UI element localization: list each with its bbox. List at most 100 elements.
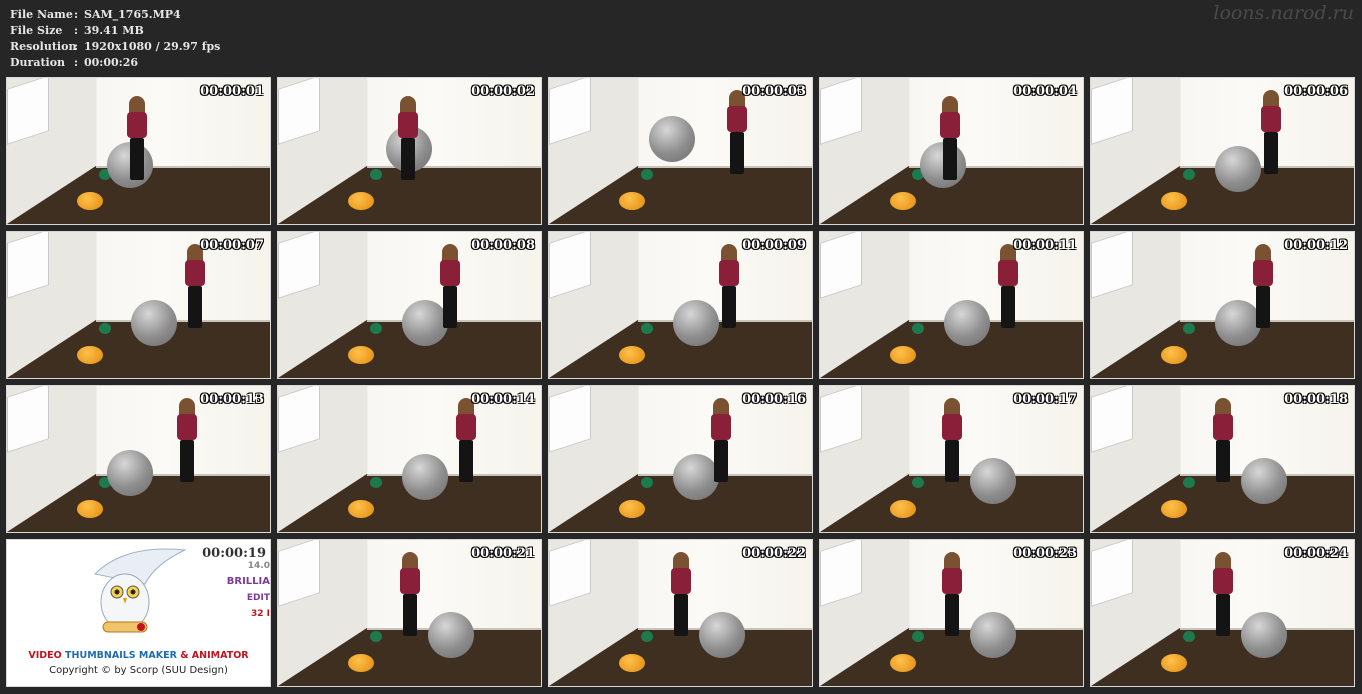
info-key: File Size [10, 24, 63, 37]
video-frame [549, 78, 812, 224]
ad-title-part: THUMBNAILS MAKER [65, 650, 177, 661]
orange-balloon [619, 654, 645, 672]
ad-title: VIDEO THUMBNAILS MAKER & ANIMATOR [7, 650, 270, 661]
timecode: 00:00:09 [742, 238, 806, 253]
video-thumbnail[interactable]: 00:00:23 [819, 539, 1084, 687]
ad-title-part: VIDEO [28, 650, 66, 661]
orange-balloon [348, 500, 374, 518]
timecode: 00:00:12 [1284, 238, 1348, 253]
video-frame [549, 540, 812, 686]
person [183, 244, 207, 330]
watermark: loons.narod.ru [1213, 2, 1354, 24]
video-thumbnail[interactable]: 00:00:14 [277, 385, 542, 533]
video-thumbnail[interactable]: 00:00:04 [819, 77, 1084, 225]
green-balloon [370, 169, 382, 180]
green-balloon [912, 631, 924, 642]
video-frame [820, 232, 1083, 378]
video-frame [7, 386, 270, 532]
video-thumbnail[interactable]: 00:00:01 [6, 77, 271, 225]
green-balloon [912, 477, 924, 488]
green-balloon [641, 477, 653, 488]
video-thumbnail[interactable]: 00:00:08 [277, 231, 542, 379]
info-key: Resolution [10, 40, 77, 53]
timecode: 00:00:13 [200, 392, 264, 407]
video-thumbnail[interactable]: 00:00:06 [1090, 77, 1355, 225]
person [1211, 398, 1235, 484]
timecode: 00:00:08 [471, 238, 535, 253]
video-frame [1091, 78, 1354, 224]
video-thumbnail[interactable]: 00:00:03 [548, 77, 813, 225]
ad-side-line: EDIT [246, 593, 270, 603]
timecode: 00:00:14 [471, 392, 535, 407]
info-value: 00:00:26 [84, 56, 139, 69]
timecode: 00:00:19 [202, 546, 266, 561]
video-thumbnail[interactable]: 00:00:02 [277, 77, 542, 225]
orange-balloon [348, 654, 374, 672]
timecode: 00:00:03 [742, 84, 806, 99]
video-thumbnail[interactable]: 00:00:11 [819, 231, 1084, 379]
timecode: 00:00:16 [742, 392, 806, 407]
video-thumbnail[interactable]: 00:00:09 [548, 231, 813, 379]
person [125, 96, 149, 182]
orange-balloon [77, 192, 103, 210]
info-row: Duration:00:00:26 [10, 55, 220, 71]
video-frame [278, 540, 541, 686]
person [438, 244, 462, 330]
timecode: 00:00:24 [1284, 546, 1348, 561]
timecode: 00:00:17 [1013, 392, 1077, 407]
video-frame [1091, 540, 1354, 686]
orange-balloon [890, 500, 916, 518]
video-frame [820, 386, 1083, 532]
orange-balloon [619, 192, 645, 210]
orange-balloon [1161, 192, 1187, 210]
person [1211, 552, 1235, 638]
video-thumbnail[interactable]: 00:00:18 [1090, 385, 1355, 533]
green-balloon [370, 631, 382, 642]
video-thumbnail[interactable]: 00:00:12 [1090, 231, 1355, 379]
orange-balloon [619, 346, 645, 364]
video-thumbnail[interactable]: 00:00:13 [6, 385, 271, 533]
green-balloon [1183, 169, 1195, 180]
info-separator: : [74, 24, 79, 37]
timecode: 00:00:22 [742, 546, 806, 561]
ad-thumbnail[interactable]: 00:00:19 14.0 BRILLIA EDIT 32 I VIDEO TH… [6, 539, 271, 687]
ad-side-text: 14.0 BRILLIA EDIT 32 I [222, 558, 270, 622]
person [454, 398, 478, 484]
video-thumbnail[interactable]: 00:00:24 [1090, 539, 1355, 687]
video-thumbnail[interactable]: 00:00:22 [548, 539, 813, 687]
video-frame [1091, 232, 1354, 378]
video-thumbnail[interactable]: 00:00:16 [548, 385, 813, 533]
video-thumbnail[interactable]: 00:00:07 [6, 231, 271, 379]
timecode: 00:00:21 [471, 546, 535, 561]
exercise-ball [107, 450, 153, 496]
green-balloon [1183, 323, 1195, 334]
green-balloon [1183, 477, 1195, 488]
timecode: 00:00:04 [1013, 84, 1077, 99]
timecode: 00:00:11 [1013, 238, 1077, 253]
info-value: 39.41 MB [84, 24, 144, 37]
person [725, 90, 749, 176]
green-balloon [912, 169, 924, 180]
ad-side-line: 14.0 [247, 561, 270, 571]
video-frame [1091, 386, 1354, 532]
person [396, 96, 420, 182]
green-balloon [370, 477, 382, 488]
exercise-ball [1215, 146, 1261, 192]
green-balloon [99, 477, 111, 488]
exercise-ball [649, 116, 695, 162]
green-balloon [99, 323, 111, 334]
video-thumbnail[interactable]: 00:00:17 [819, 385, 1084, 533]
person [938, 96, 962, 182]
orange-balloon [77, 500, 103, 518]
green-balloon [912, 323, 924, 334]
video-thumbnail[interactable]: 00:00:21 [277, 539, 542, 687]
timecode: 00:00:18 [1284, 392, 1348, 407]
orange-balloon [1161, 346, 1187, 364]
video-frame [7, 232, 270, 378]
ad-copyright: Copyright © by Scorp (SUU Design) [49, 665, 228, 676]
video-frame [278, 78, 541, 224]
timecode: 00:00:01 [200, 84, 264, 99]
info-separator: : [74, 56, 79, 69]
exercise-ball [970, 612, 1016, 658]
exercise-ball [673, 454, 719, 500]
